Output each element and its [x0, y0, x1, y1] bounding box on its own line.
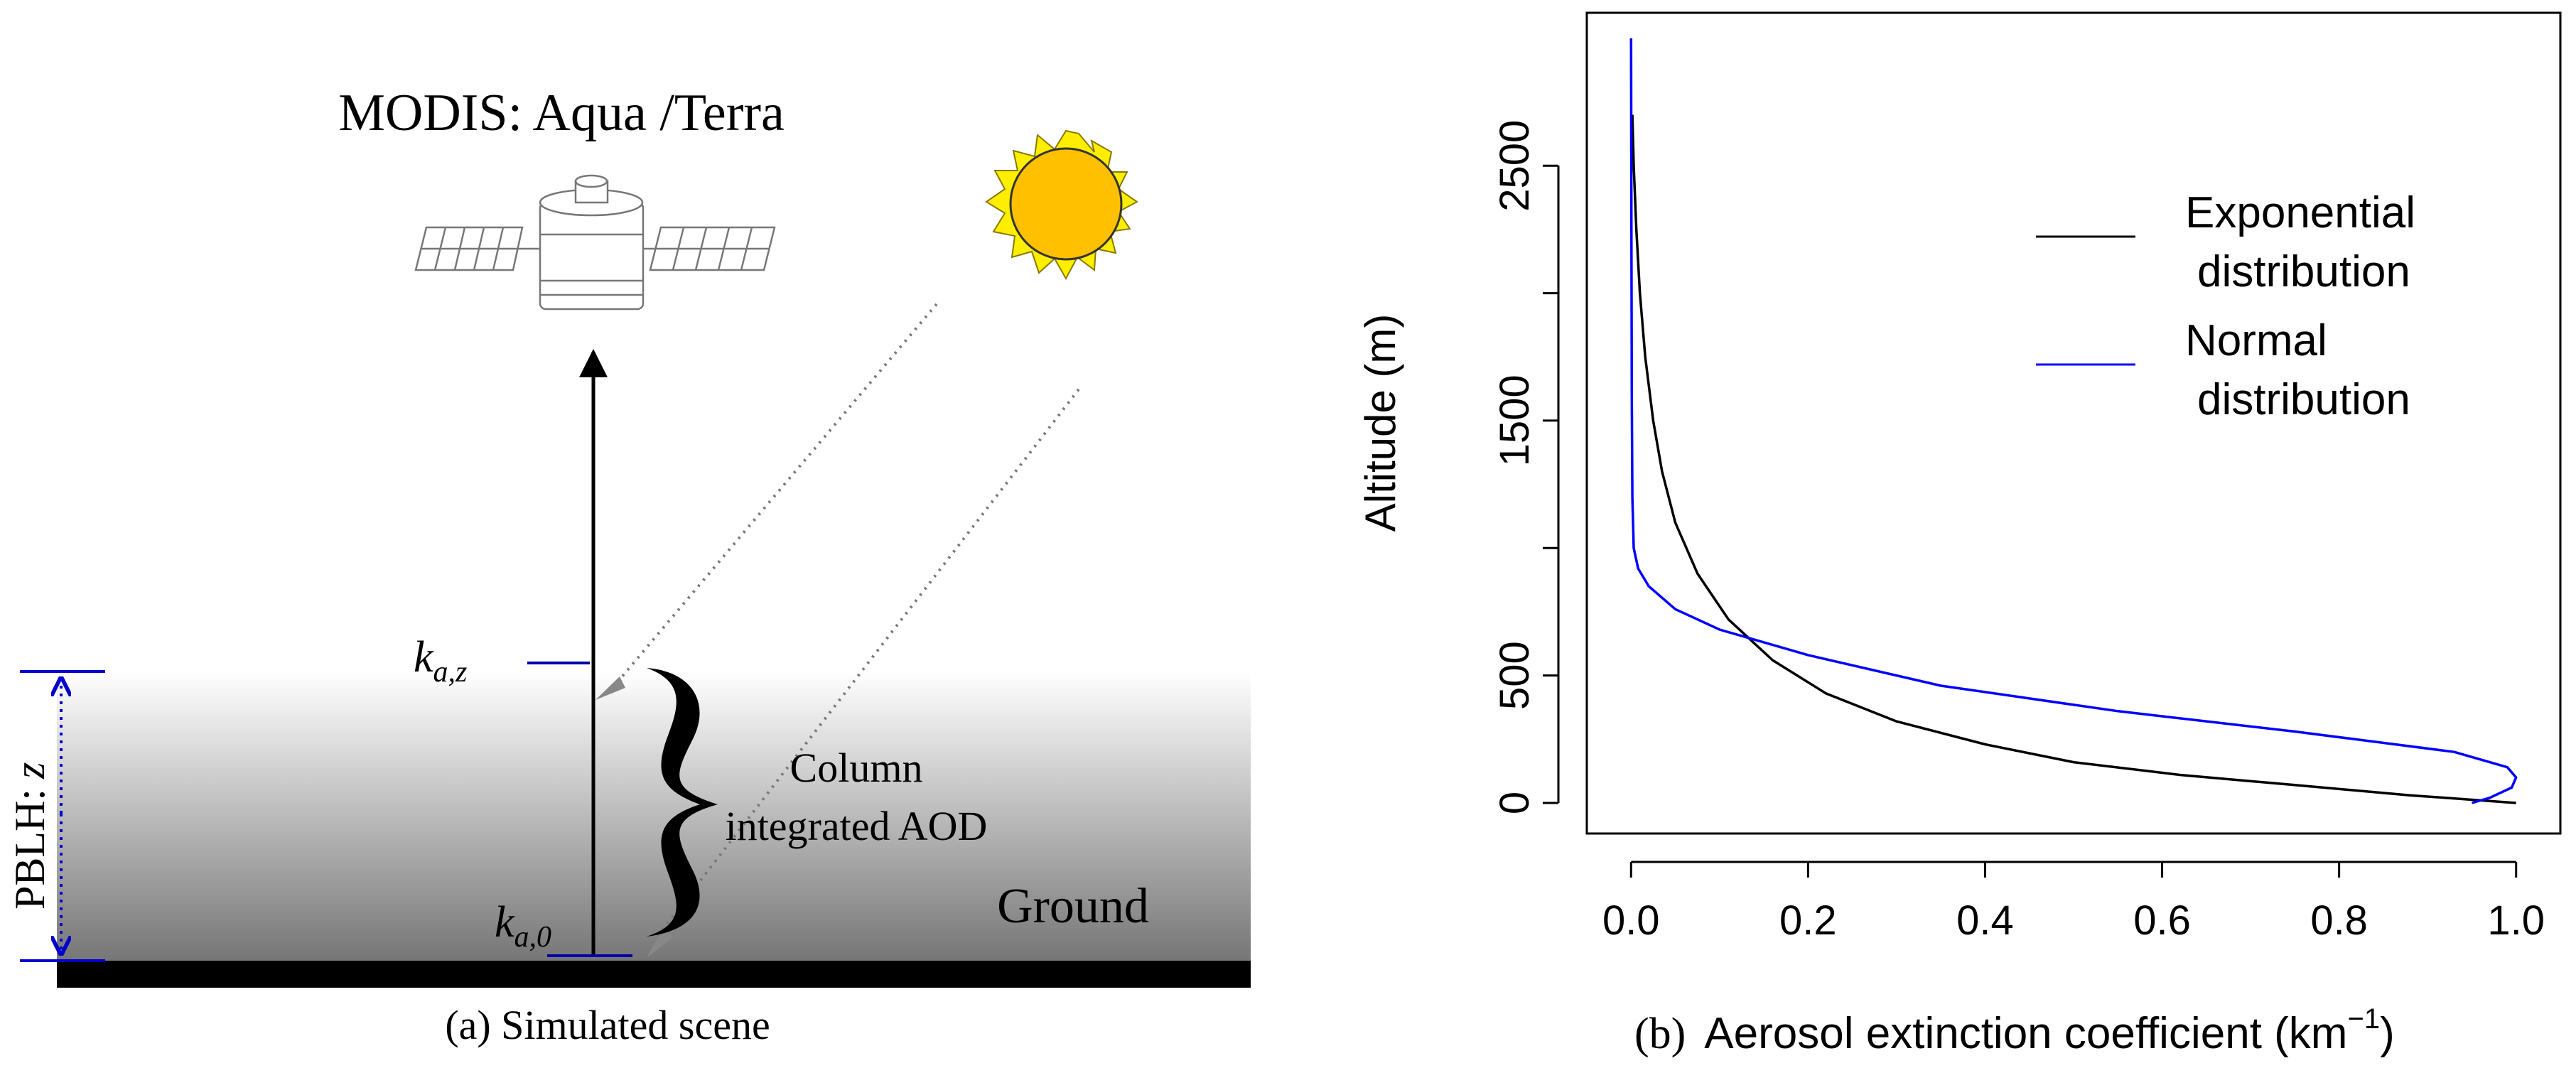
- x-tick-label: 1.0: [2487, 897, 2545, 944]
- y-tick-label: 1500: [1492, 374, 1538, 466]
- plot-frame: [1585, 11, 2562, 835]
- series-exponential-line: [1631, 114, 2516, 804]
- y-axis-label: Altitude (m): [1357, 314, 1404, 532]
- sun-ray-lower: [656, 388, 1080, 938]
- k-z-label: ka,z: [414, 633, 467, 689]
- legend-exponential-line1: Exponential: [2185, 188, 2415, 237]
- ground-label: Ground: [997, 879, 1149, 934]
- y-axis: 0 500 1500 2500: [1492, 120, 1560, 814]
- sun-ray-upper-arrowhead: [596, 676, 625, 700]
- ground-surface: [57, 961, 1251, 988]
- satellite-title: MODIS: Aqua /Terra: [338, 84, 785, 142]
- sun-icon: [985, 129, 1138, 281]
- sun-ray-upper: [611, 303, 938, 689]
- legend-normal-line2: distribution: [2197, 375, 2410, 424]
- column-brace: [647, 668, 718, 937]
- extinction-chart: 0 500 1500 2500 0.0 0.2 0.4 0.6 0.8 1.0 Altitude…: [1357, 11, 2562, 1058]
- x-axis: 0.0 0.2 0.4 0.6 0.8 1.0: [1602, 861, 2545, 944]
- column-label-line1: Column: [790, 745, 923, 791]
- x-tick-label: 0.8: [2310, 897, 2368, 944]
- x-tick-label: 0.4: [1956, 897, 2014, 944]
- k-0-label: ka,0: [495, 898, 551, 954]
- x-tick-label: 0.0: [1602, 897, 1660, 944]
- panel-a-caption: (a) Simulated scene: [445, 1002, 770, 1048]
- pblh-label: PBLH:z: [6, 762, 53, 910]
- series-normal-line: [1629, 38, 2518, 804]
- legend-normal-line1: Normal: [2185, 316, 2327, 365]
- x-tick-label: 0.2: [1779, 897, 1837, 944]
- sun-ray-lower-arrowhead: [647, 929, 674, 958]
- satellite-icon: [414, 174, 776, 311]
- y-tick-label: 500: [1492, 641, 1538, 710]
- x-axis-label: (b) Aerosol extinction coefficient (km−1): [1634, 1003, 2395, 1058]
- boundary-layer-box: [57, 671, 1251, 963]
- chart-legend: Exponential distribution Normal distribu…: [2036, 188, 2415, 424]
- series-layer: [1629, 38, 2518, 804]
- y-tick-label: 0: [1492, 792, 1538, 814]
- y-tick-label: 2500: [1492, 120, 1538, 212]
- legend-exponential-line2: distribution: [2197, 247, 2410, 296]
- column-label-line2: integrated AOD: [726, 803, 988, 849]
- simulated-scene-panel: MODIS: Aqua /Terra: [6, 84, 1251, 1048]
- x-tick-label: 0.6: [2133, 897, 2191, 944]
